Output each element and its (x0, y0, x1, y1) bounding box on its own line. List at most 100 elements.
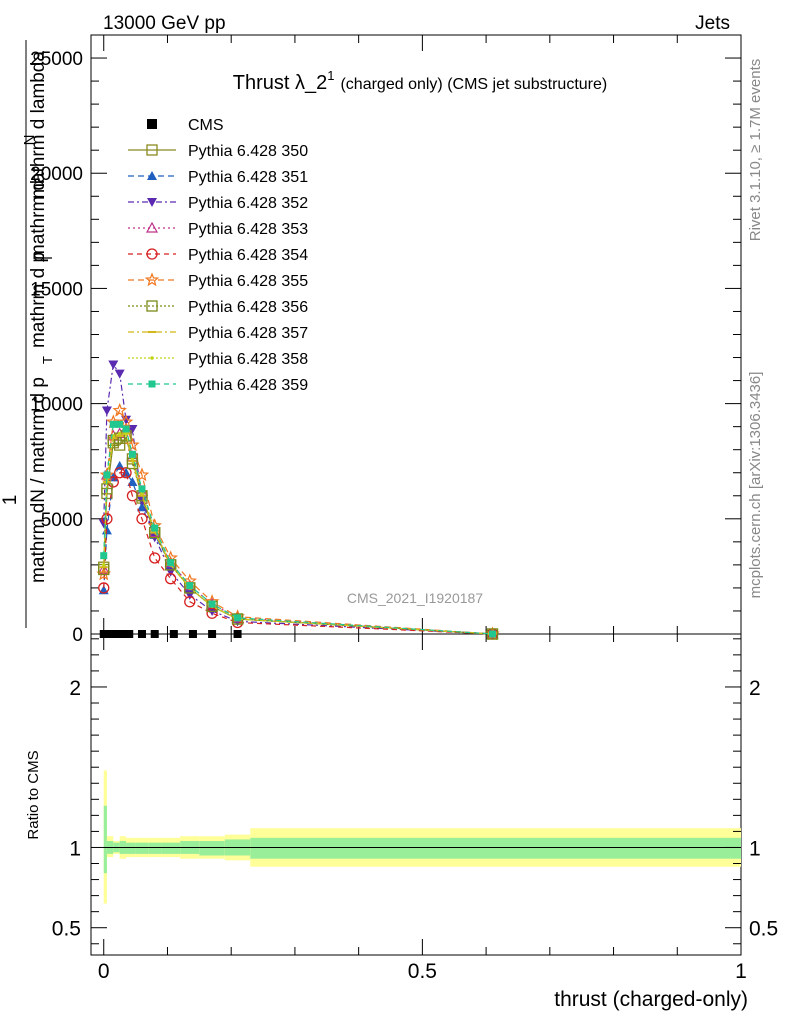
series-point (165, 573, 177, 585)
mcplots-side-label: mcplots.cern.ch [arXiv:1306.3436] (747, 372, 764, 599)
series-point (108, 360, 119, 370)
series-point (186, 582, 194, 590)
legend-label: Pythia 6.428 359 (188, 377, 308, 394)
ylabel-line-1: 1 (0, 495, 21, 506)
main-axis-ticks: 0 5000 10000 15000 20000 25000 (30, 35, 742, 646)
legend-marker (147, 171, 157, 180)
xlabel: thrust (charged-only) (554, 988, 748, 1011)
series-point (136, 513, 148, 525)
header-right: Jets (695, 13, 730, 34)
series-5 (98, 467, 499, 640)
cms-point (169, 630, 178, 638)
legend-marker (146, 300, 158, 312)
series-point (114, 369, 125, 379)
legend-marker (147, 119, 157, 129)
main-ytick-label: 20000 (30, 164, 83, 185)
ylabel-line-7: T (40, 254, 55, 262)
cms-point (118, 630, 127, 638)
legend-entry: Pythia 6.428 354 (128, 247, 308, 264)
series-point (488, 630, 496, 638)
ratio-bands (103, 770, 741, 904)
series-point (167, 559, 175, 567)
ylabel-line-6: mathrm d p (28, 252, 49, 348)
cms-point (150, 630, 159, 638)
ratio-ytick-label: 0.5 (52, 918, 81, 941)
series-point (109, 420, 117, 428)
cms-point (233, 630, 242, 638)
series-line (103, 464, 493, 635)
series-point (114, 460, 125, 470)
main-ytick-label: 0 (72, 625, 83, 646)
legend-marker (146, 144, 158, 156)
ratio-inner-band (161, 842, 181, 854)
cms-point (112, 630, 121, 638)
series-point (118, 414, 134, 429)
series-point (138, 485, 146, 493)
main-ytick-label: 10000 (30, 395, 83, 416)
legend-marker (148, 380, 156, 388)
series-point (98, 582, 110, 594)
series-line (103, 472, 493, 635)
legend-marker (144, 272, 160, 287)
ratio-inner-band (126, 842, 136, 854)
ratio-ylabel: Ratio to CMS (25, 750, 42, 839)
legend-marker (145, 221, 159, 233)
ratio-inner-band (250, 837, 741, 859)
main-ylabel: 1 mathrm d N mathrm dN / mathrm d p T ma… (0, 40, 55, 628)
ratio-inner-band (148, 842, 162, 854)
cms-point (106, 630, 115, 638)
cms-point (137, 630, 146, 638)
legend-entry: Pythia 6.428 355 (128, 272, 308, 290)
series-point (128, 450, 136, 458)
series-point (101, 513, 113, 525)
series-point (100, 552, 108, 560)
title-main: Thrust λ_2 (233, 72, 327, 94)
cms-point (125, 630, 134, 638)
legend-label: Pythia 6.428 356 (188, 299, 308, 316)
series-point (206, 607, 218, 619)
series-point (149, 552, 161, 564)
legend-marker (147, 198, 157, 207)
ratio-xtick-label: 1 (735, 960, 747, 983)
ratio-inner-band (103, 805, 107, 874)
ratio-inner-band (199, 841, 225, 856)
ratio-inner-band (135, 842, 149, 854)
legend-entry: Pythia 6.428 359 (128, 377, 308, 394)
ratio-ytick-label-right: 1 (749, 837, 761, 860)
series-point (101, 406, 112, 416)
main-ytick-label: 25000 (30, 49, 83, 70)
legend-label: Pythia 6.428 353 (188, 221, 308, 238)
watermark: CMS_2021_I1920187 (347, 590, 483, 606)
legend-entry: Pythia 6.428 351 (128, 169, 308, 186)
ylabel-line-2: mathrm d (28, 180, 49, 260)
legend-entry-cms: CMS (147, 117, 224, 134)
cms-data (99, 630, 242, 638)
legend-entry: Pythia 6.428 353 (128, 221, 308, 238)
ylabel-line-8: mathrm d lambda (28, 51, 49, 199)
legend-label: Pythia 6.428 350 (188, 143, 308, 160)
series-point (101, 563, 106, 567)
ylabel-line-4: mathrm dN / mathrm d p (28, 377, 49, 583)
legend-label: Pythia 6.428 354 (188, 247, 308, 264)
legend-label: Pythia 6.428 352 (188, 195, 308, 212)
ylabel-line-3: N (21, 135, 38, 146)
legend: CMS Pythia 6.428 350 Pythia 6.428 351 Pythi… (128, 117, 308, 394)
main-ytick-label: 5000 (41, 510, 83, 531)
series-point (184, 596, 196, 608)
ratio-xtick-label: 0.5 (408, 960, 437, 983)
ylabel-line-5: T (40, 356, 55, 364)
cms-point (208, 630, 217, 638)
cms-point (188, 630, 197, 638)
series-10 (100, 420, 496, 638)
series-point (124, 431, 128, 436)
ratio-panel-frame (90, 633, 742, 956)
legend-label: Pythia 6.428 355 (188, 273, 308, 290)
legend-entry: Pythia 6.428 352 (128, 195, 308, 212)
ratio-ytick-label-right: 0.5 (749, 918, 778, 941)
series-point (103, 471, 111, 479)
main-ytick-label: 15000 (30, 279, 83, 300)
ratio-xtick-label: 0 (98, 960, 110, 983)
title-sup: 1 (327, 68, 334, 83)
series-point (116, 420, 124, 428)
